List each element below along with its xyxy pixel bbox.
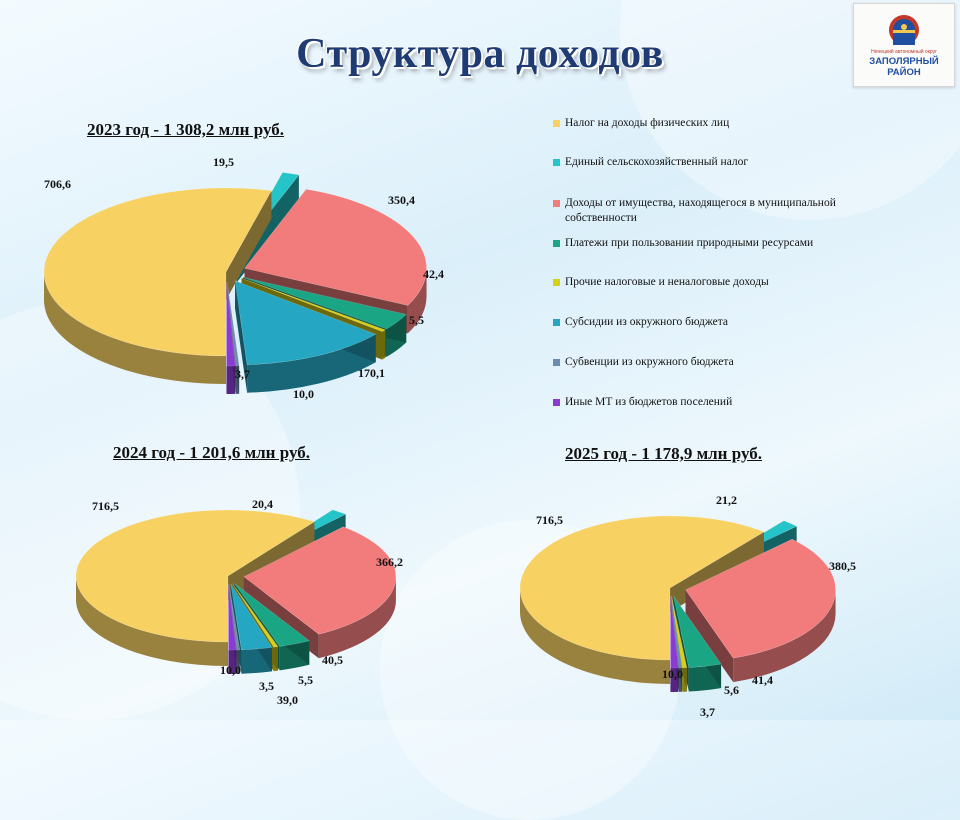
legend-swatch: [553, 279, 560, 286]
data-label: 3,7: [235, 367, 250, 381]
legend-item: Иные МТ из бюджетов поселений: [553, 395, 853, 410]
data-label: 350,4: [388, 193, 415, 207]
page-title: Структура доходов: [296, 31, 664, 77]
pie-slice: [670, 595, 679, 669]
legend-item: Доходы от имущества, находящегося в муни…: [553, 196, 853, 226]
data-label: 39,0: [277, 693, 298, 707]
chart-title-2023: 2023 год - 1 308,2 млн руб.: [87, 120, 284, 139]
pie-slice: [43, 187, 272, 357]
legend-item: Платежи при пользовании природными ресур…: [553, 236, 853, 251]
pie-slice: [243, 526, 397, 635]
data-label: 716,5: [92, 499, 119, 513]
pie-slice: [226, 281, 236, 367]
data-label: 716,5: [536, 513, 563, 527]
pie-slice-side: [44, 272, 226, 384]
data-label: 10,0: [662, 667, 683, 681]
data-label: 3,7: [700, 705, 715, 719]
legend-label: Иные МТ из бюджетов поселений: [565, 396, 733, 408]
pie-slice: [671, 595, 688, 669]
pie-slice-side: [318, 576, 396, 659]
logo-text-line2: РАЙОН: [887, 67, 921, 78]
legend-label: Субвенции из окружного бюджета: [565, 356, 734, 368]
data-label: 42,4: [423, 267, 444, 281]
logo-tagline: Ненецкий автономный округ: [871, 49, 937, 55]
pie-slice-side: [76, 576, 228, 666]
pie-slice: [242, 277, 407, 330]
pie-chart: 706,6 19,5 350,4 42,4 5,5 170,1 3,7 10,0: [43, 155, 444, 401]
legend-swatch: [553, 200, 560, 207]
legend-label: Прочие налоговые и неналоговые доходы: [565, 276, 769, 288]
legend-item: Субвенции из окружного бюджета: [553, 355, 853, 370]
pie-chart: 716,5 20,4 366,2 40,5 5,539,03,5 10,0: [75, 497, 403, 707]
legend-label: Единый сельскохозяйственный налог: [565, 156, 749, 168]
pie-slice-side: [407, 268, 427, 334]
legend-item: Прочие налоговые и неналоговые доходы: [553, 275, 853, 290]
legend-swatch: [553, 399, 560, 406]
data-label: 706,6: [44, 177, 71, 191]
pie-slice: [241, 277, 386, 332]
legend-swatch: [553, 120, 560, 127]
data-label: 10,0: [220, 663, 241, 677]
pie-slice: [75, 509, 316, 643]
data-label: 366,2: [376, 555, 403, 569]
data-label: 21,2: [716, 493, 737, 507]
data-label: 20,4: [252, 497, 273, 511]
pie-charts: 706,6 19,5 350,4 42,4 5,5 170,1 3,7 10,0 716,5 20…: [43, 155, 856, 719]
data-label: 41,4: [752, 673, 773, 687]
data-label: 5,5: [298, 673, 313, 687]
pie-slice: [670, 595, 683, 669]
legend-label: Платежи при пользовании природными ресур…: [565, 237, 814, 249]
data-label: 5,6: [724, 683, 739, 697]
legend-item: Налог на доходы физических лиц: [553, 116, 853, 131]
pie-slice: [228, 583, 237, 651]
logo: Ненецкий автономный округ ЗАПОЛЯРНЫЙ РАЙ…: [853, 3, 955, 87]
pie-slice: [244, 188, 427, 306]
data-label: 380,5: [829, 559, 856, 573]
legend-item: Субсидии из окружного бюджета: [553, 315, 853, 330]
pie-slice: [232, 583, 279, 648]
data-label: 170,1: [358, 366, 385, 380]
pie-slice-wall: [226, 190, 272, 300]
pie-slice-side: [226, 365, 236, 394]
pie-slice: [234, 280, 377, 366]
pie-slice-side: [733, 589, 836, 683]
legend-item: Единый сельскохозяйственный налог: [553, 155, 853, 170]
chart-title-2025: 2025 год - 1 178,9 млн руб.: [565, 444, 762, 463]
legend-label: Доходы от имущества, находящегося в муни…: [565, 197, 836, 224]
pie-slice: [228, 583, 241, 651]
legend-label: Налог на доходы физических лиц: [565, 117, 730, 129]
pie-slice-wall: [235, 280, 248, 393]
data-label: 3,5: [259, 679, 274, 693]
legend-swatch: [553, 159, 560, 166]
pie-slice-wall: [685, 589, 734, 683]
data-label: 40,5: [322, 653, 343, 667]
pie-slice: [685, 538, 836, 659]
data-label: 5,5: [409, 313, 424, 327]
pie-slice-wall: [237, 174, 299, 282]
pie-slice: [234, 583, 310, 647]
legend-swatch: [553, 359, 560, 366]
pie-slice: [230, 583, 273, 651]
emblem-icon: [889, 15, 919, 45]
data-label: 10,0: [293, 387, 314, 401]
legend-swatch: [553, 240, 560, 247]
pie-slice-side: [520, 588, 670, 684]
data-label: 19,5: [213, 155, 234, 169]
pie-slice: [226, 281, 240, 367]
pie-slice: [519, 515, 765, 661]
logo-text-line1: ЗАПОЛЯРНЫЙ: [869, 56, 939, 67]
legend-label: Субсидии из окружного бюджета: [565, 316, 729, 328]
legend-swatch: [553, 319, 560, 326]
pie-chart: 716,5 21,2 380,5 41,4 5,6 3,7 10,0: [519, 493, 856, 719]
chart-title-2024: 2024 год - 1 201,6 млн руб.: [113, 443, 310, 462]
pie-slice: [673, 595, 722, 668]
